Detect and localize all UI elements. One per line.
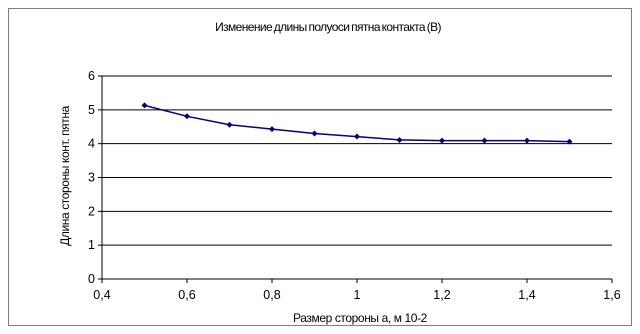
y-tick-label: 6 [88, 69, 95, 83]
data-series [141, 102, 573, 145]
data-point [184, 113, 190, 120]
y-tick-label: 0 [88, 272, 95, 286]
y-axis-title: Длина стороны конт. пятна [58, 105, 72, 245]
chart-container [8, 8, 632, 326]
data-point [141, 102, 148, 109]
y-tick-labels: 0 1 2 3 4 5 6 [88, 69, 95, 286]
data-point [439, 137, 445, 144]
data-point [354, 133, 360, 140]
x-tick-label: 0,8 [263, 288, 280, 302]
x-axis-title: Размер стороны а, м 10-2 [293, 311, 428, 325]
data-point [481, 137, 488, 144]
data-point [269, 126, 275, 133]
data-point [524, 137, 530, 144]
x-tick-label: 1,6 [603, 288, 620, 302]
axes [98, 75, 613, 283]
y-tick-label: 3 [88, 171, 95, 185]
data-point [226, 121, 233, 128]
data-point [311, 130, 318, 137]
data-point [566, 138, 573, 145]
chart-title: Изменение длины полуоси пятна контакта (… [215, 20, 441, 34]
gridlines [102, 75, 612, 246]
y-tick-label: 2 [88, 204, 95, 218]
y-tick-label: 1 [88, 238, 95, 252]
x-tick-label: 0,6 [178, 288, 195, 302]
x-tick-label: 1,2 [433, 288, 450, 302]
x-tick-labels: 0,4 0,6 0,8 1 1,2 1,4 1,6 [93, 288, 620, 302]
y-tick-label: 4 [88, 137, 95, 151]
data-point [396, 136, 403, 143]
x-tick-label: 0,4 [93, 288, 110, 302]
x-tick-label: 1 [354, 288, 361, 302]
x-tick-label: 1,4 [518, 288, 535, 302]
y-tick-label: 5 [88, 103, 95, 117]
